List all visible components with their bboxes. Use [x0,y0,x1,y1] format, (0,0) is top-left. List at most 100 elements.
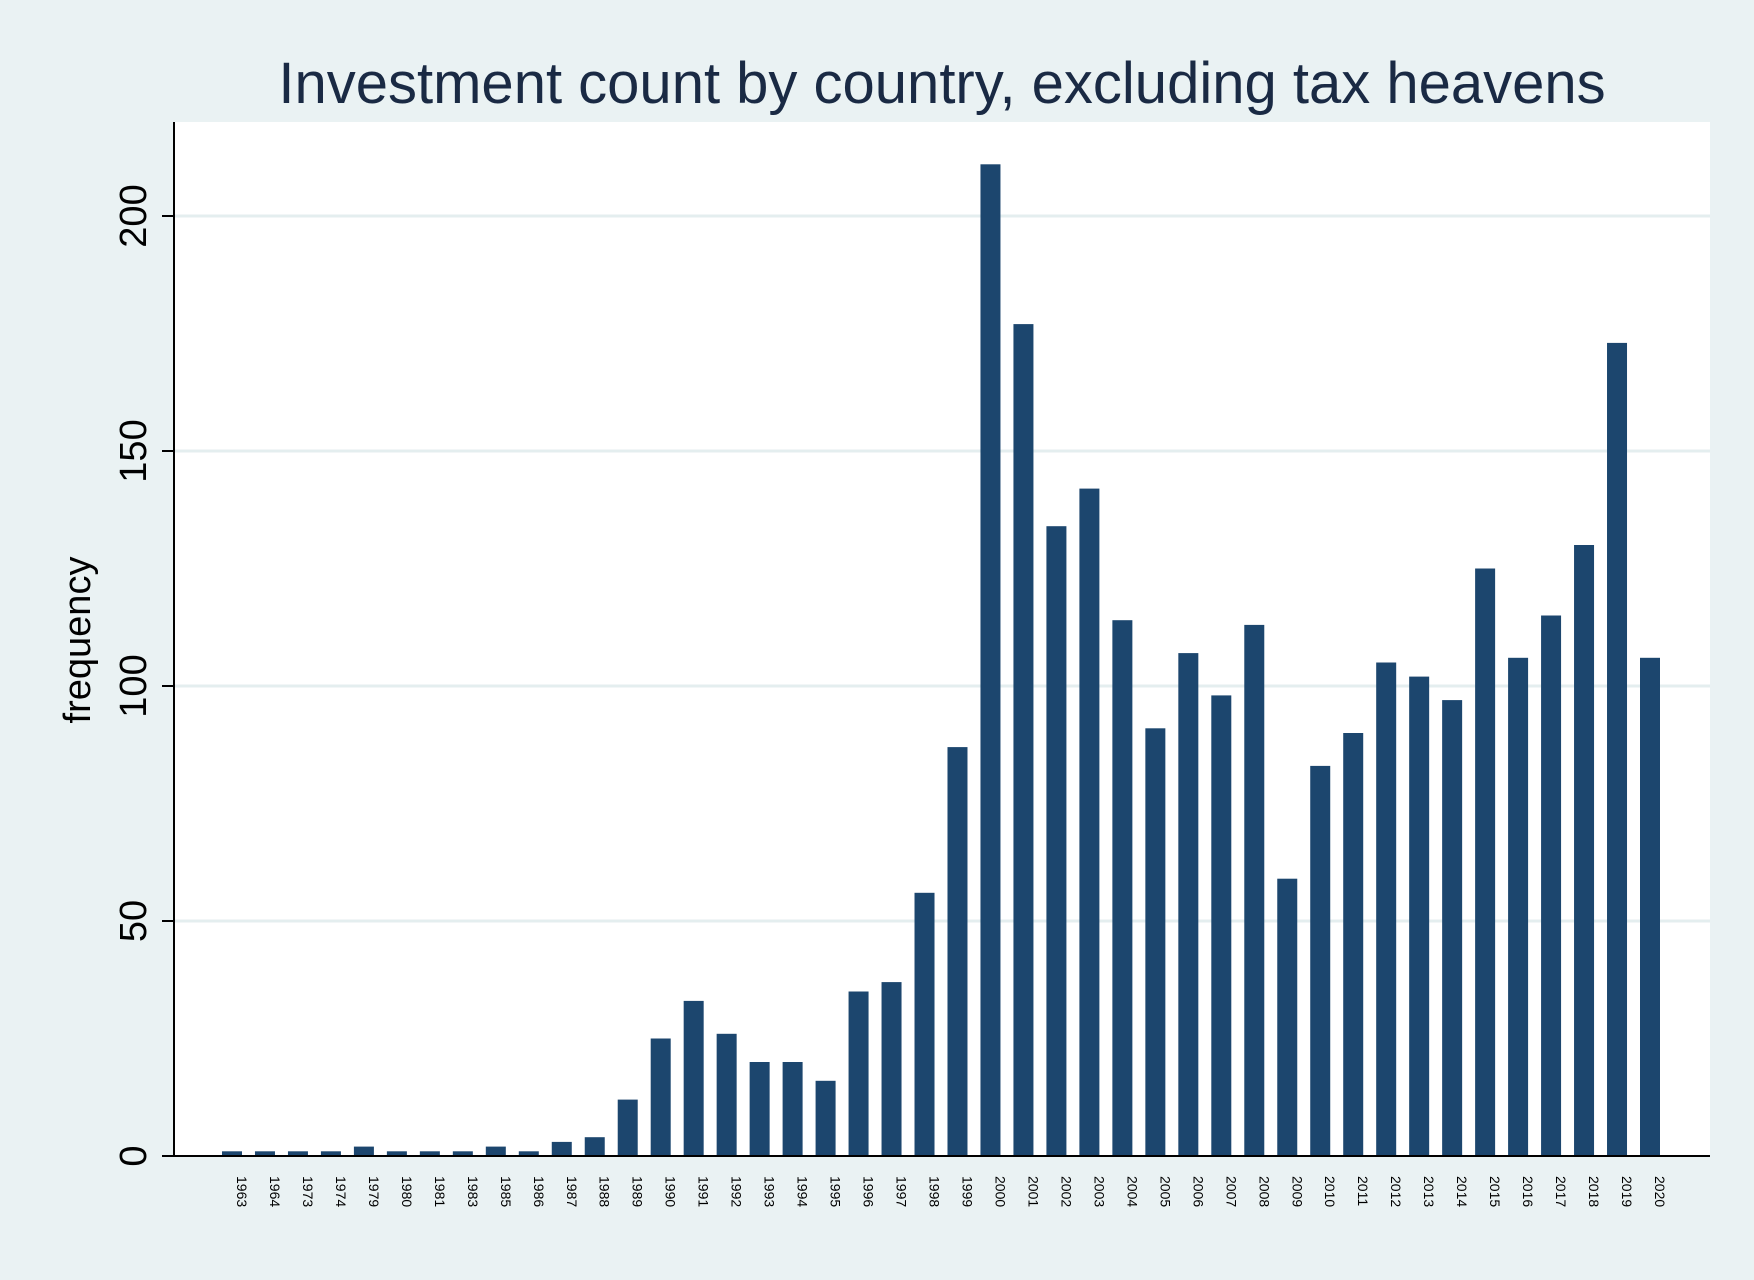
x-tick-label: 2003 [1091,1176,1107,1207]
bar-1964 [254,1151,275,1156]
bar-2017 [1541,615,1562,1156]
x-tick-label: 1996 [861,1176,877,1207]
bar-2008 [1244,624,1265,1156]
y-axis-ticks: 0 50 100 150 200 [113,184,174,1167]
x-tick-label: 2007 [1223,1176,1239,1207]
x-tick-label: 2009 [1289,1176,1305,1207]
bar-2006 [1178,653,1199,1156]
bar-2007 [1211,695,1232,1156]
x-tick-label: 2020 [1652,1176,1668,1207]
bar-1989 [617,1099,638,1156]
x-tick-label: 1986 [531,1176,547,1207]
bar-2018 [1574,545,1595,1156]
bars [222,164,1660,1157]
bar-1980 [386,1151,407,1156]
bar-2001 [1013,324,1034,1157]
x-tick-label: 1983 [465,1176,481,1207]
x-tick-label: 2016 [1520,1176,1536,1207]
y-tick-label: 100 [113,654,155,717]
x-tick-label: 1991 [696,1176,712,1207]
bar-1993 [749,1062,770,1156]
x-tick-label: 1974 [333,1176,349,1207]
bar-2014 [1442,700,1463,1156]
bar-1973 [287,1151,308,1156]
bar-1987 [551,1141,572,1156]
bar-2002 [1046,526,1067,1156]
x-tick-label: 1998 [927,1176,943,1207]
y-axis-label: frequency [57,557,99,724]
bar-1983 [452,1151,473,1156]
x-tick-label: 2004 [1124,1176,1140,1207]
x-tick-label: 2006 [1190,1176,1206,1207]
bar-1988 [584,1137,605,1156]
bar-2005 [1145,728,1166,1156]
x-tick-label: 2019 [1619,1176,1635,1207]
bar-2019 [1607,342,1628,1156]
y-tick-label: 150 [113,419,155,482]
bar-1997 [881,982,902,1156]
x-tick-label: 2000 [992,1176,1008,1207]
x-tick-label: 1987 [564,1176,580,1207]
bar-1981 [419,1151,440,1156]
y-tick-label: 200 [113,184,155,247]
x-tick-label: 1963 [234,1176,250,1207]
x-tick-label: 2011 [1355,1176,1371,1206]
x-tick-label: 1980 [399,1176,415,1207]
x-tick-label: 1997 [894,1176,910,1207]
bar-1991 [683,1000,704,1156]
x-tick-label: 1964 [267,1176,283,1207]
x-tick-label: 1989 [630,1176,646,1207]
x-tick-label: 1993 [762,1176,778,1207]
bar-1998 [914,892,935,1156]
x-tick-label: 2005 [1157,1176,1173,1207]
bar-1986 [518,1151,539,1156]
x-tick-label: 1979 [366,1176,382,1207]
bar-1994 [782,1062,803,1156]
y-tick-label: 0 [113,1145,155,1166]
bar-2004 [1112,620,1133,1156]
bar-1990 [650,1038,671,1156]
x-tick-label: 1995 [828,1176,844,1207]
x-tick-label: 2001 [1025,1176,1041,1207]
bar-1992 [716,1033,737,1156]
bar-2009 [1277,878,1298,1156]
x-tick-label: 2014 [1454,1176,1470,1207]
x-tick-label: 2015 [1487,1176,1503,1207]
x-tick-label: 1981 [432,1176,448,1207]
bar-1996 [848,991,869,1156]
x-tick-label: 2013 [1421,1176,1437,1207]
y-tick-label: 50 [113,900,155,942]
bar-1979 [353,1146,374,1156]
x-tick-label: 2018 [1586,1176,1602,1207]
bar-2015 [1475,568,1496,1156]
x-axis-ticks: 1963 1964 1973 1974 1979 1980 1981 1983 1985 1986… [234,1176,1668,1207]
chart-title: Investment count by country, excluding t… [278,51,1605,116]
bar-2011 [1343,733,1364,1156]
bar-1985 [485,1146,506,1156]
bar-1963 [222,1151,242,1156]
x-tick-label: 1994 [795,1176,811,1207]
bar-1999 [947,747,968,1156]
x-tick-label: 1990 [663,1176,679,1207]
x-tick-label: 1992 [729,1176,745,1207]
x-tick-label: 1988 [597,1176,613,1207]
x-tick-label: 2010 [1322,1176,1338,1207]
bar-2000 [980,164,1001,1157]
x-tick-label: 1985 [498,1176,514,1207]
bar-1995 [815,1080,836,1156]
bar-2010 [1310,765,1331,1156]
bar-2012 [1376,662,1397,1156]
bar-2013 [1409,676,1430,1156]
bar-2020 [1640,657,1660,1156]
x-tick-label: 2008 [1256,1176,1272,1207]
x-tick-label: 2017 [1553,1176,1569,1207]
bar-2003 [1079,488,1100,1157]
x-tick-label: 1973 [300,1176,316,1207]
x-tick-label: 2012 [1388,1176,1404,1207]
x-tick-label: 2002 [1058,1176,1074,1207]
bar-2016 [1508,657,1529,1156]
bar-1974 [320,1151,341,1156]
x-tick-label: 1999 [959,1176,975,1207]
